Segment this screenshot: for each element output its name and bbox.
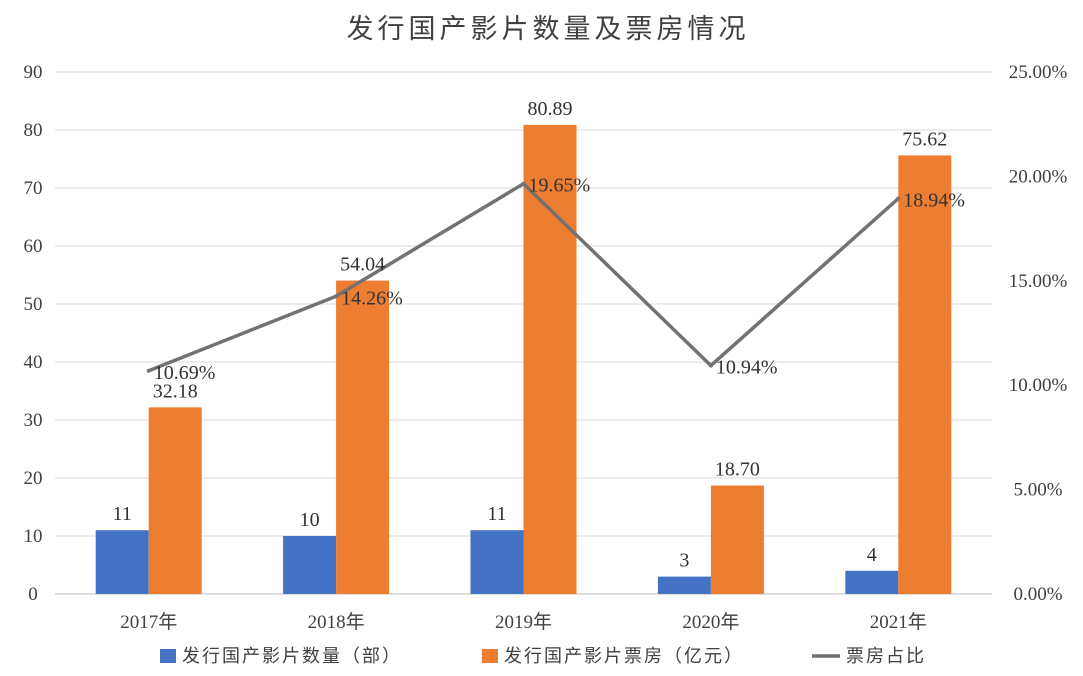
x-tick-label: 2018年: [308, 611, 365, 633]
line-data-label: 18.94%: [903, 190, 965, 212]
bar-data-label: 3: [679, 550, 689, 572]
line-point: [334, 294, 339, 299]
bar-data-label: 4: [867, 544, 877, 566]
line-data-label: 10.94%: [716, 357, 778, 379]
y-left-tick-label: 20: [24, 468, 43, 489]
y-right-tick-label: 15.00%: [1009, 271, 1068, 292]
bar-data-label: 75.62: [902, 128, 947, 150]
line-data-label: 14.26%: [341, 287, 403, 309]
chart-title: 发行国产影片数量及票房情况: [347, 14, 750, 45]
y-left-tick-label: 90: [24, 62, 43, 83]
y-left-tick-label: 30: [24, 410, 43, 431]
line-point: [708, 363, 713, 368]
bar-count: [657, 576, 711, 594]
y-left-tick-label: 0: [28, 584, 38, 605]
bar-boxoffice: [898, 155, 952, 595]
x-tick-label: 2017年: [120, 611, 177, 633]
y-right-tick-label: 5.00%: [1013, 480, 1062, 501]
y-left-tick-label: 70: [24, 178, 43, 199]
bar-series: [95, 124, 952, 595]
y-left-tick-label: 80: [24, 120, 43, 141]
line-point: [896, 196, 901, 201]
y-left-tick-label: 10: [24, 526, 43, 547]
bar-count: [283, 536, 337, 594]
y-right-tick-label: 0.00%: [1013, 584, 1062, 605]
line-point: [146, 368, 151, 373]
bar-data-label: 54.04: [340, 254, 385, 276]
bar-boxoffice: [523, 124, 577, 594]
bar-boxoffice: [336, 280, 390, 594]
legend-label: 发行国产影片数量（部）: [182, 646, 402, 667]
data-labels: 11 10 11 3 4 32.18 54.04 80.89 18.70 75.62 10.69% 1…: [113, 98, 965, 572]
y-right-tick-label: 25.00%: [1009, 62, 1068, 83]
bar-data-label: 32.18: [153, 380, 198, 402]
x-tick-label: 2019年: [495, 611, 552, 633]
bar-data-label: 80.89: [528, 98, 573, 120]
legend-label: 发行国产影片票房（亿元）: [504, 646, 744, 667]
y-left-tick-label: 60: [24, 236, 43, 257]
legend-swatch: [160, 649, 176, 663]
bar-data-label: 11: [113, 503, 132, 525]
bar-boxoffice: [710, 485, 764, 594]
y-right-tick-label: 20.00%: [1009, 166, 1068, 187]
bar-data-label: 10: [300, 509, 320, 531]
y-right-tick-label: 10.00%: [1009, 375, 1068, 396]
bar-boxoffice: [148, 407, 202, 594]
legend-swatch: [482, 649, 498, 663]
line-data-label: 10.69%: [154, 362, 216, 384]
bar-count: [470, 530, 524, 594]
bar-data-label: 11: [487, 503, 506, 525]
y-left-tick-label: 40: [24, 352, 43, 373]
bar-count: [95, 530, 149, 594]
x-tick-label: 2020年: [682, 611, 739, 633]
bar-count: [845, 570, 899, 594]
legend: 发行国产影片数量（部） 发行国产影片票房（亿元） 票房占比: [160, 646, 926, 667]
line-series: [146, 181, 901, 373]
line-data-label: 19.65%: [529, 175, 591, 197]
line-point: [521, 181, 526, 186]
legend-label: 票房占比: [846, 646, 926, 667]
bar-data-label: 18.70: [715, 459, 760, 481]
axes: 0 10 20 30 40 50 60 70 80 90 0.00% 5.00% 10.00% 15.00…: [24, 62, 1068, 633]
x-tick-label: 2021年: [870, 611, 927, 633]
y-left-tick-label: 50: [24, 294, 43, 315]
